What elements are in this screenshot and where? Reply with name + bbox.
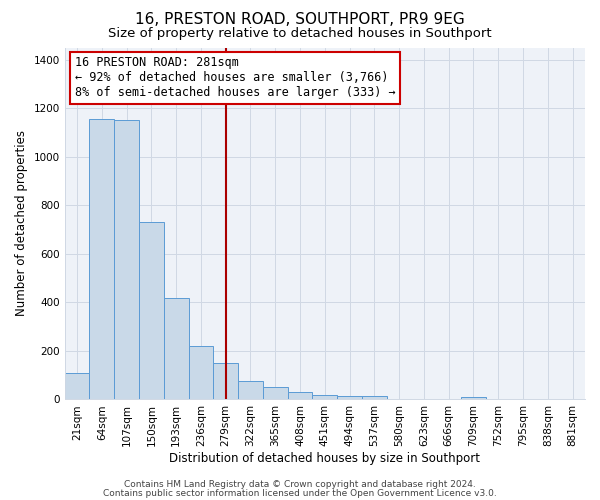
- Text: 16 PRESTON ROAD: 281sqm
← 92% of detached houses are smaller (3,766)
8% of semi-: 16 PRESTON ROAD: 281sqm ← 92% of detache…: [75, 56, 395, 100]
- Text: Size of property relative to detached houses in Southport: Size of property relative to detached ho…: [108, 28, 492, 40]
- Bar: [238, 382, 263, 400]
- Text: Contains HM Land Registry data © Crown copyright and database right 2024.: Contains HM Land Registry data © Crown c…: [124, 480, 476, 489]
- Bar: [164, 298, 188, 400]
- X-axis label: Distribution of detached houses by size in Southport: Distribution of detached houses by size …: [169, 452, 481, 465]
- Bar: [313, 394, 337, 400]
- Bar: [461, 397, 486, 400]
- Bar: [263, 388, 287, 400]
- Bar: [114, 120, 139, 400]
- Bar: [362, 396, 387, 400]
- Bar: [65, 373, 89, 400]
- Text: Contains public sector information licensed under the Open Government Licence v3: Contains public sector information licen…: [103, 488, 497, 498]
- Bar: [337, 396, 362, 400]
- Bar: [214, 363, 238, 400]
- Text: 16, PRESTON ROAD, SOUTHPORT, PR9 9EG: 16, PRESTON ROAD, SOUTHPORT, PR9 9EG: [135, 12, 465, 28]
- Bar: [139, 222, 164, 400]
- Y-axis label: Number of detached properties: Number of detached properties: [15, 130, 28, 316]
- Bar: [188, 346, 214, 400]
- Bar: [89, 119, 114, 400]
- Bar: [287, 392, 313, 400]
